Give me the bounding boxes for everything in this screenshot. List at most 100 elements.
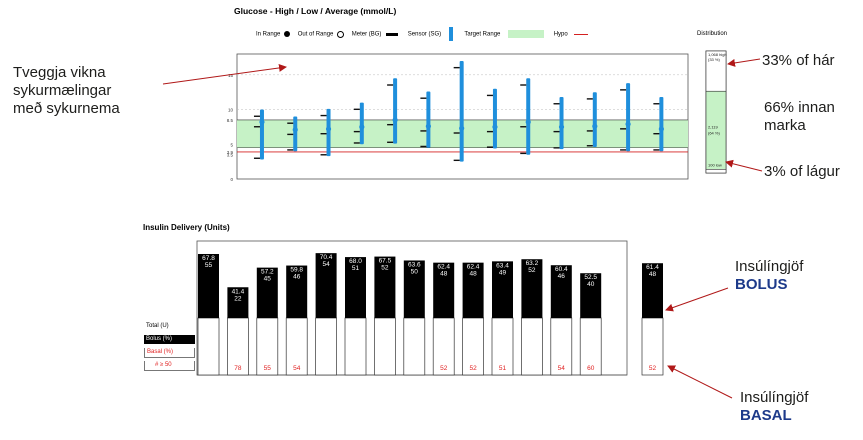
average-bolus-bar xyxy=(642,263,663,318)
meter-reading-mark xyxy=(420,145,427,148)
bolus-bar xyxy=(198,253,219,318)
annotation-bolus: Insúlíngjöf BOLUS xyxy=(735,258,803,294)
average-marker xyxy=(325,126,332,132)
meter-reading-mark xyxy=(253,126,260,128)
bolus-bar xyxy=(374,256,396,318)
annotation-two-weeks: Tveggja vikna sykurmælingar með sykurnem… xyxy=(13,64,120,118)
bolus-pct-label: 51 xyxy=(352,265,360,272)
sensor-range-bar xyxy=(559,97,564,150)
y-tick-label: 3.5 xyxy=(227,153,234,158)
meter-reading-mark xyxy=(520,84,527,86)
legend-target-range-label: Target Range xyxy=(464,31,501,38)
bolus-bar xyxy=(580,273,602,318)
average-marker xyxy=(558,124,565,130)
total-label: 41.4 xyxy=(232,288,245,295)
total-label: 60.4 xyxy=(555,266,568,273)
meter-reading-mark xyxy=(586,98,593,100)
sensor-range-bar xyxy=(326,108,331,157)
target-range-swatch-icon xyxy=(508,30,545,38)
meter-reading-mark xyxy=(320,154,327,156)
meter-reading-mark xyxy=(653,133,660,135)
meter-reading-mark xyxy=(520,126,527,128)
y-tick-label: 5 xyxy=(230,142,233,147)
legend-hypo-label: Hypo xyxy=(553,31,568,38)
legend-out-of-range-label: Out of Range xyxy=(297,31,334,38)
bolus-bar xyxy=(315,253,337,318)
average-total-label: 61.4 xyxy=(646,264,659,271)
meter-reading-mark xyxy=(553,147,560,149)
total-label: 59.8 xyxy=(290,267,303,274)
total-label: 67.5 xyxy=(379,258,392,265)
meter-reading-mark xyxy=(586,145,593,147)
bolus-pct-label: 54 xyxy=(322,261,330,268)
bolus-bar xyxy=(345,257,366,318)
bolus-pct-label: 49 xyxy=(499,269,507,276)
basal-pct-label: 54 xyxy=(293,365,301,372)
total-label: 63.2 xyxy=(526,260,539,267)
annotation-bolus-line1: Insúlíngjöf xyxy=(735,258,804,275)
bolus-pct-label: 46 xyxy=(558,273,566,280)
bolus-bar xyxy=(462,262,484,318)
meter-reading-mark xyxy=(387,141,394,143)
annotation-in-range: 66% innan marka xyxy=(764,99,835,135)
y-tick-label: 10 xyxy=(228,108,234,113)
meter-reading-mark xyxy=(253,115,260,117)
average-marker xyxy=(459,125,465,131)
bolus-bar xyxy=(403,260,425,318)
sensor-range-bar xyxy=(492,88,497,149)
sensor-range-bar xyxy=(426,91,431,148)
meter-reading-mark xyxy=(486,146,493,148)
meter-reading-mark xyxy=(287,149,294,151)
distribution-title: Distribution xyxy=(697,31,728,37)
glucose-chart-title: Glucose - High / Low / Average (mmol/L) xyxy=(234,6,397,16)
meter-reading-mark xyxy=(287,122,294,124)
insulin-basal-label: Basal (%) xyxy=(144,348,195,358)
basal-bar xyxy=(521,317,543,376)
bolus-bar xyxy=(521,259,543,318)
total-label: 67.8 xyxy=(202,255,215,262)
bolus-pct-label: 48 xyxy=(440,271,448,278)
annotation-basal-line1: Insúlíngjöf xyxy=(740,389,809,406)
bolus-pct-label: 52 xyxy=(528,267,536,274)
average-marker xyxy=(259,119,265,125)
insulin-count-label: # ≥ 50 xyxy=(144,361,195,371)
basal-pct-label: 55 xyxy=(264,365,272,372)
average-marker xyxy=(292,127,298,133)
bolus-bar xyxy=(433,262,455,318)
sensor-range-bar xyxy=(659,97,664,152)
basal-bar xyxy=(403,317,426,376)
bolus-pct-label: 48 xyxy=(469,271,477,278)
basal-pct-label: 51 xyxy=(499,365,507,372)
basal-pct-label: 60 xyxy=(587,365,595,372)
insulin-chart-title: Insulin Delivery (Units) xyxy=(143,223,230,232)
bolus-pct-label: 52 xyxy=(381,265,389,272)
basal-pct-label: 52 xyxy=(440,365,448,372)
meter-reading-mark xyxy=(387,84,394,86)
average-marker xyxy=(625,121,631,127)
basal-bar xyxy=(197,317,220,376)
bolus-pct-label: 55 xyxy=(205,262,213,269)
basal-bar xyxy=(315,317,337,376)
bolus-pct-label: 40 xyxy=(587,281,595,288)
annotation-low: 3% of lágur xyxy=(764,163,840,180)
legend-in-range-label: In Range xyxy=(256,31,281,38)
meter-reading-mark xyxy=(486,94,493,97)
hollow-dot-icon xyxy=(337,30,345,38)
meter-reading-mark xyxy=(586,130,593,132)
sensor-range-bar xyxy=(626,83,631,152)
sensor-range-bar xyxy=(359,102,364,145)
basal-pct-label: 78 xyxy=(234,365,242,372)
meter-reading-mark xyxy=(420,130,427,132)
distribution-in-range-label: 2,119 xyxy=(708,124,718,129)
filled-dot-icon xyxy=(284,31,291,37)
average-marker xyxy=(359,124,365,130)
annotation-high: 33% of hár xyxy=(762,52,835,69)
meter-dash-icon xyxy=(386,32,399,36)
meter-reading-mark xyxy=(620,89,627,91)
annotation-two-weeks-line2: sykurmælingar xyxy=(13,82,112,99)
total-label: 63.6 xyxy=(408,261,421,268)
meter-reading-mark xyxy=(387,123,394,126)
total-label: 52.5 xyxy=(584,274,597,281)
basal-bar xyxy=(374,317,396,376)
